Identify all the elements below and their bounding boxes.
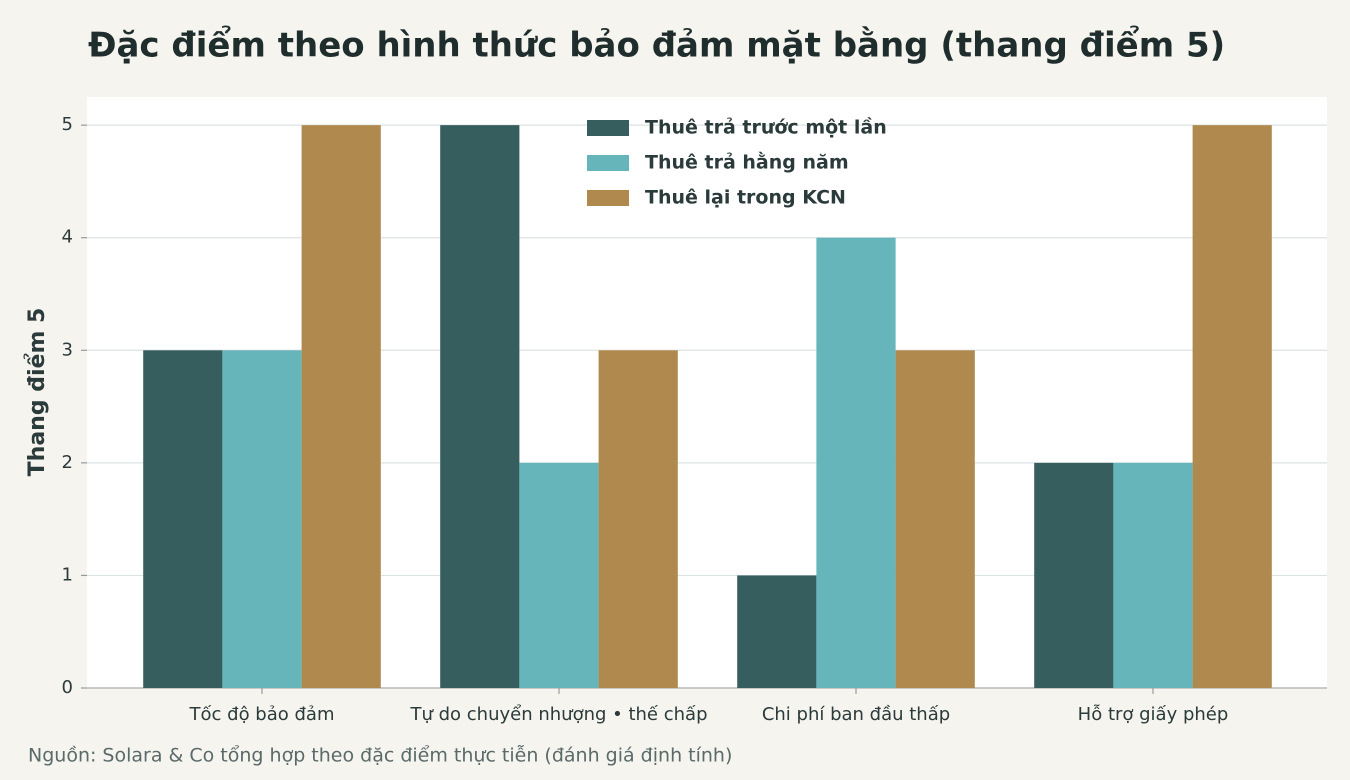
- bar: [1192, 125, 1272, 688]
- legend-label: Thuê trả hằng năm: [645, 151, 849, 174]
- bar: [143, 350, 223, 688]
- legend-label: Thuê lại trong KCN: [645, 187, 846, 209]
- bar: [598, 350, 678, 688]
- y-tick-label: 4: [62, 227, 73, 248]
- bar: [895, 350, 975, 688]
- y-axis-label: Thang điểm 5: [24, 308, 50, 477]
- y-tick-label: 2: [62, 452, 73, 473]
- bar: [737, 575, 817, 688]
- bar: [816, 237, 896, 688]
- x-tick-label: Hỗ trợ giấy phép: [1078, 704, 1229, 725]
- legend-label: Thuê trả trước một lần: [645, 116, 887, 139]
- y-tick-label: 3: [62, 339, 73, 360]
- chart-title: Đặc điểm theo hình thức bảo đảm mặt bằng…: [88, 25, 1225, 66]
- bar: [301, 125, 381, 688]
- legend-swatch: [587, 190, 629, 206]
- legend-swatch: [587, 155, 629, 171]
- bar: [440, 125, 520, 688]
- x-tick-label: Tốc độ bảo đảm: [189, 704, 335, 725]
- x-tick-label: Tự do chuyển nhượng • thế chấp: [409, 704, 707, 725]
- legend-swatch: [587, 120, 629, 136]
- y-tick-label: 1: [62, 564, 73, 585]
- bar: [1034, 462, 1114, 688]
- y-tick-label: 5: [62, 114, 73, 135]
- source-note: Nguồn: Solara & Co tổng hợp theo đặc điể…: [28, 744, 732, 767]
- bar: [519, 462, 599, 688]
- x-tick-label: Chi phí ban đầu thấp: [762, 704, 950, 725]
- y-tick-label: 0: [62, 677, 73, 698]
- bar: [1113, 462, 1193, 688]
- bar: [222, 350, 302, 688]
